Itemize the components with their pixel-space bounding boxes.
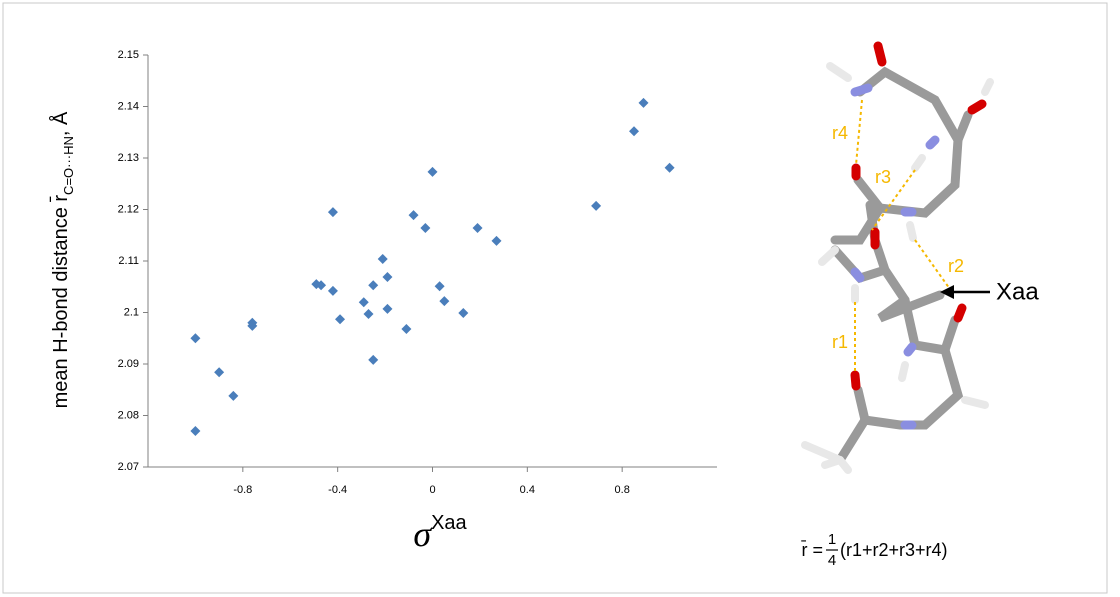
bond-label: r1 <box>832 332 848 352</box>
hydrogen <box>985 82 990 92</box>
oxygen <box>855 375 856 386</box>
y-tick-label: 2.08 <box>118 409 139 421</box>
formula-rhs: (r1+r2+r3+r4) <box>840 540 948 560</box>
formula-numerator: 1 <box>828 531 836 548</box>
y-tick-label: 2.14 <box>118 100 139 112</box>
oxygen <box>878 46 882 62</box>
x-tick-label: 0 <box>429 484 435 496</box>
y-label-main: mean H-bond distance r̄ <box>49 195 72 409</box>
x-label-symbol: σ <box>413 514 432 554</box>
x-label-superscript: Xaa <box>431 512 467 534</box>
nitrogen <box>930 140 935 145</box>
bond-label: r3 <box>875 167 891 187</box>
y-tick-label: 2.07 <box>118 461 139 473</box>
hydrogen <box>965 400 985 405</box>
oxygen <box>958 308 962 318</box>
pointer-label: Xaa <box>996 278 1039 305</box>
formula-lhs: r̄ = <box>801 540 823 560</box>
y-label-subscript: C=O···HN <box>61 136 76 195</box>
x-tick-label: 0.8 <box>615 484 630 496</box>
y-tick-label: 2.12 <box>118 203 139 215</box>
figure: mean H-bond distance r̄C=O···HN, Å σXaa <box>0 0 1120 597</box>
y-tick-label: 2.09 <box>118 358 139 370</box>
x-tick-label: -0.4 <box>328 484 347 496</box>
hydrogen <box>902 365 905 378</box>
y-tick-label: 2.1 <box>124 306 139 318</box>
nitrogen <box>908 347 912 352</box>
x-tick-label: -0.8 <box>233 484 252 496</box>
y-label-suffix: , Å <box>49 111 72 136</box>
oxygen <box>972 104 982 110</box>
nitrogen <box>855 88 868 92</box>
y-tick-label: 2.15 <box>118 49 139 61</box>
hydrogen <box>910 225 913 238</box>
x-tick-label: 0.4 <box>520 484 535 496</box>
page: mean H-bond distance r̄C=O···HN, Å σXaa <box>0 0 1120 597</box>
formula-denominator: 4 <box>828 552 836 569</box>
bond-label: r2 <box>948 256 964 276</box>
y-tick-label: 2.13 <box>118 152 139 164</box>
bond-label: r4 <box>832 123 848 143</box>
nitrogen <box>855 272 860 278</box>
y-tick-label: 2.11 <box>118 255 139 267</box>
